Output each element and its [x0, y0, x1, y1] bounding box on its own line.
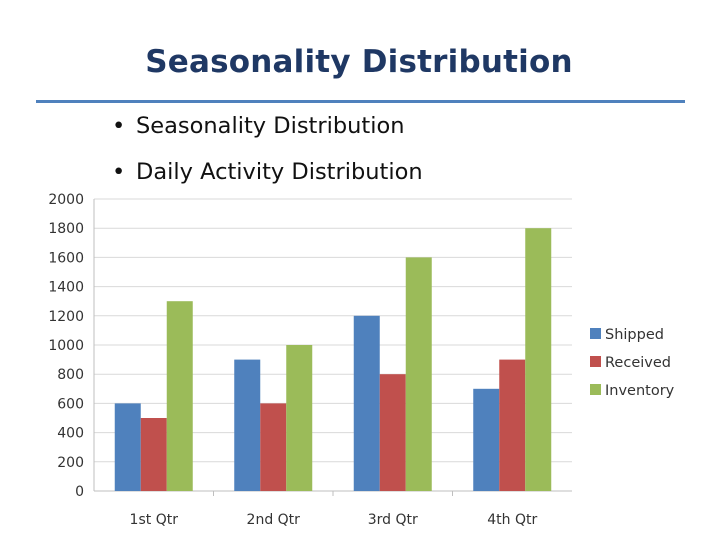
bar-received	[379, 374, 406, 491]
bar-shipped	[234, 359, 261, 491]
y-tick-label: 1600	[48, 250, 84, 266]
bar-inventory	[405, 257, 432, 491]
y-tick-label: 1200	[48, 309, 84, 325]
legend-swatch	[590, 356, 601, 367]
bullet-dot: •	[112, 113, 126, 139]
legend-label: Inventory	[605, 383, 675, 399]
bar-inventory	[525, 228, 552, 491]
bullet-dot: •	[112, 159, 126, 185]
y-tick-label: 1000	[48, 338, 84, 354]
bullet-text: Daily Activity Distribution	[136, 159, 423, 185]
bar-received	[499, 359, 526, 491]
bar-received	[260, 403, 287, 491]
y-tick-label: 200	[57, 455, 84, 471]
bullet-item: • Seasonality Distribution	[112, 110, 423, 156]
legend-swatch	[590, 328, 601, 339]
bar-inventory	[286, 345, 313, 491]
bar-shipped	[473, 388, 500, 491]
bar-shipped	[114, 403, 141, 491]
title-divider	[36, 100, 685, 103]
y-tick-label: 1400	[48, 280, 84, 296]
y-tick-label: 0	[75, 484, 84, 500]
bullet-text: Seasonality Distribution	[136, 113, 405, 139]
x-tick-label: 3rd Qtr	[368, 512, 418, 528]
y-tick-label: 600	[57, 396, 84, 412]
y-tick-label: 400	[57, 426, 84, 442]
bar-inventory	[166, 301, 193, 491]
legend-label: Shipped	[605, 327, 664, 343]
bullet-list: • Seasonality Distribution • Daily Activit…	[112, 110, 423, 202]
x-tick-label: 4th Qtr	[487, 512, 537, 528]
y-tick-label: 800	[57, 367, 84, 383]
y-tick-label: 2000	[48, 192, 84, 208]
slide-title: Seasonality Distribution	[145, 44, 573, 80]
bar-shipped	[353, 315, 380, 491]
bar-received	[140, 418, 167, 491]
legend-swatch	[590, 384, 601, 395]
x-tick-label: 2nd Qtr	[247, 512, 301, 528]
bullet-item: • Daily Activity Distribution	[112, 156, 423, 202]
x-tick-label: 1st Qtr	[130, 512, 179, 528]
y-tick-label: 1800	[48, 221, 84, 237]
legend-label: Received	[605, 355, 671, 371]
